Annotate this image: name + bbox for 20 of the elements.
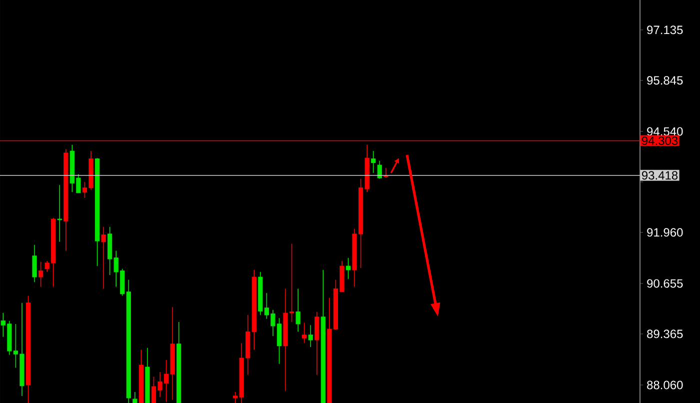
ref-line-label: 94.303 <box>642 136 678 145</box>
y-tick-label: 90.655 <box>647 279 683 288</box>
candlestick <box>32 244 37 282</box>
ref-line-label: 93.418 <box>642 171 678 180</box>
candlestick <box>101 226 106 290</box>
candlestick <box>302 322 307 344</box>
y-tick-label: 95.845 <box>647 76 683 85</box>
y-tick-label: 88.060 <box>647 380 683 390</box>
y-tick-label: 94.540 <box>647 127 683 136</box>
y-tick-label: 91.960 <box>647 228 683 237</box>
y-tick-label: 89.365 <box>647 330 683 338</box>
y-tick-label: 97.135 <box>647 26 683 34</box>
candlestick <box>308 324 313 348</box>
candlestick <box>38 261 44 288</box>
candlestick <box>377 160 382 180</box>
candlestick <box>314 311 320 376</box>
candlestick <box>346 257 351 280</box>
candlestick <box>371 150 376 174</box>
candlestick <box>296 288 300 332</box>
candlestick <box>132 392 138 403</box>
